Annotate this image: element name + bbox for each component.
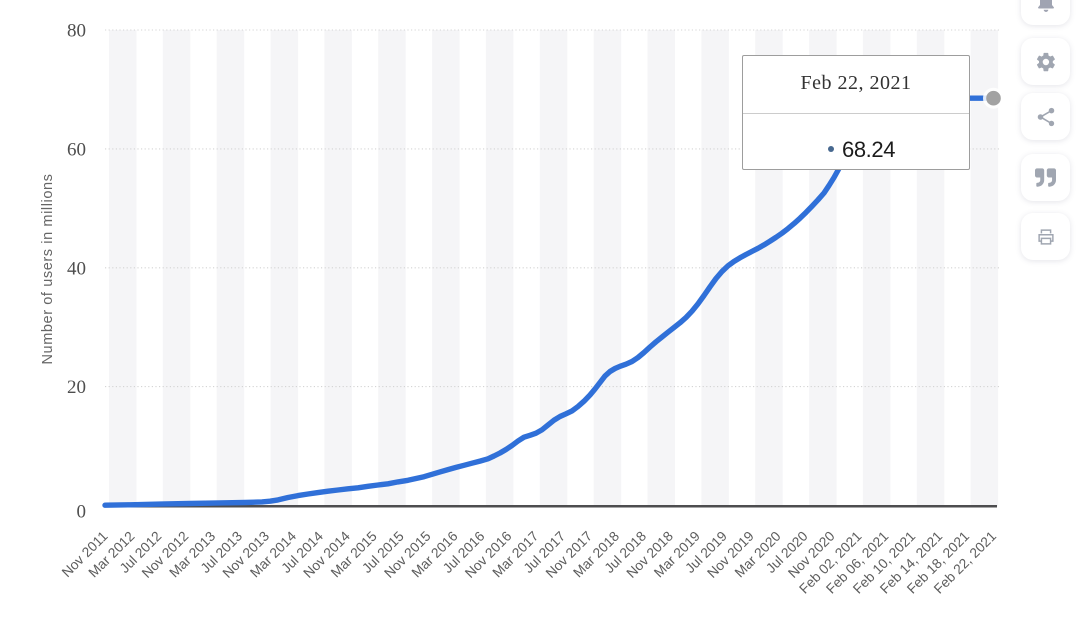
svg-text:20: 20 [67, 377, 86, 398]
svg-text:60: 60 [67, 139, 86, 160]
svg-text:Number of users in millions: Number of users in millions [40, 173, 56, 364]
svg-text:0: 0 [77, 502, 87, 523]
svg-text:80: 80 [67, 21, 86, 42]
svg-text:40: 40 [67, 258, 86, 279]
